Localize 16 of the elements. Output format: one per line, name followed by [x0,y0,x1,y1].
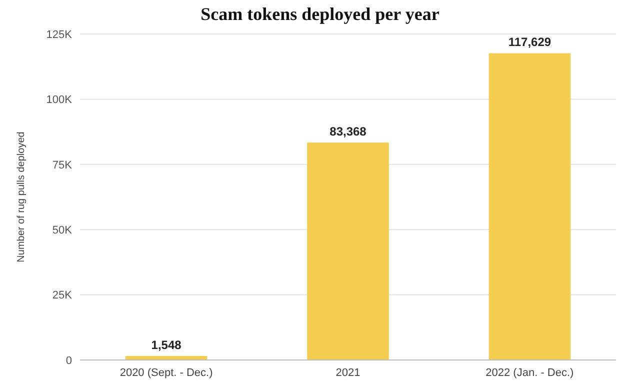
x-tick-label: 2020 (Sept. - Dec.) [120,367,213,379]
data-label: 1,548 [151,338,182,352]
y-axis-title: Number of rug pulls deployed [16,132,27,262]
y-tick-label: 25K [52,290,73,302]
bar [307,142,389,360]
data-label: 117,629 [508,35,552,50]
x-tick-label: 2021 [336,367,360,379]
bar [488,53,571,360]
y-tick-label: 0 [66,354,72,367]
y-tick-label: 125K [46,28,73,41]
chart-title: Scam tokens deployed per year [200,4,440,24]
x-tick-label: 2022 (Jan. - Dec.) [486,367,574,379]
y-tick-label: 50K [52,224,73,236]
y-tick-label: 100K [46,94,73,106]
data-label: 83,368 [330,124,367,139]
y-tick-label: 75K [52,159,73,172]
